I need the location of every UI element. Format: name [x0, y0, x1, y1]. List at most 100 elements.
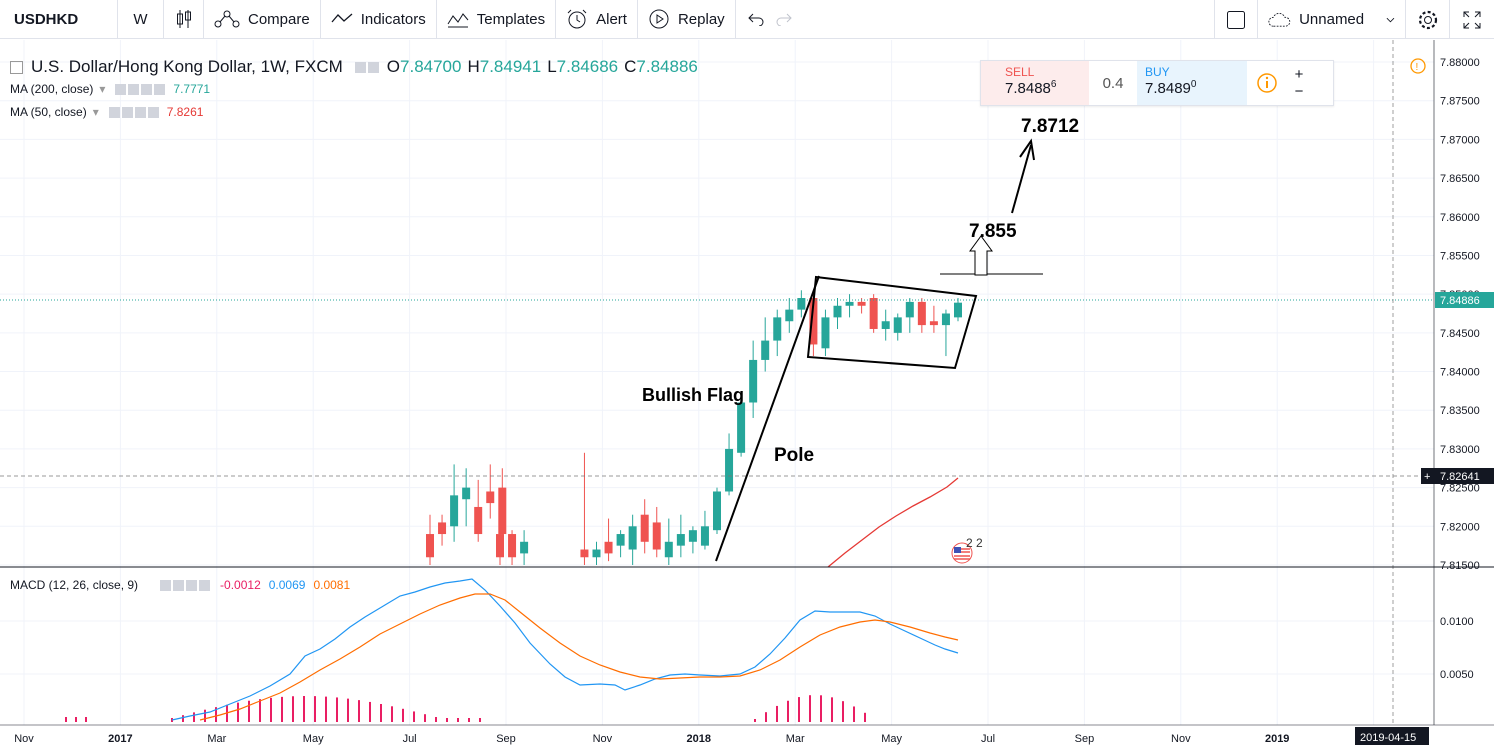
candle-body [462, 487, 471, 500]
candle-body [857, 301, 866, 306]
indicators-button[interactable]: Indicators [321, 0, 437, 39]
candle-body [773, 317, 782, 341]
redo-icon [776, 13, 792, 26]
candle-body [845, 301, 854, 306]
compare-button[interactable]: Compare [204, 0, 321, 39]
candle-body [761, 340, 770, 360]
fullscreen-button[interactable] [1450, 0, 1494, 39]
candle-body [700, 526, 709, 546]
candle-body [450, 495, 459, 527]
candle-body [905, 301, 914, 318]
time-tick-label: Sep [496, 733, 516, 745]
buy-button[interactable]: BUY 7.84890 [1137, 61, 1247, 105]
time-tick-label: Nov [593, 733, 613, 745]
time-tick-label: 2017 [108, 733, 132, 745]
replay-label: Replay [677, 10, 725, 28]
ma50-buttons[interactable] [108, 105, 161, 119]
macd-axis: 0.0100 0.0050 [1440, 616, 1474, 681]
templates-button[interactable]: Templates [437, 0, 557, 39]
templates-label: Templates [476, 10, 546, 28]
target-arrow-line [1011, 144, 1032, 214]
candle-body [652, 522, 661, 550]
time-tick-label: Sep [1075, 733, 1095, 745]
time-tick-label: Jul [981, 733, 995, 745]
candle-body [676, 534, 685, 546]
crosshair-date-tag: 2019-04-15 [1355, 727, 1429, 745]
redo-button[interactable] [770, 0, 802, 39]
target-arrowhead [1019, 138, 1035, 161]
main-pane [0, 40, 1434, 725]
close-value: 7.84886 [636, 57, 698, 76]
price-tick-label: 7.84000 [1440, 367, 1480, 379]
alert-button[interactable]: Alert [556, 0, 638, 39]
macd-line-value: 0.0069 [268, 578, 306, 592]
undo-button[interactable] [736, 0, 770, 39]
macd-pane [65, 578, 959, 722]
crosshair-date: 2019-04-15 [1360, 732, 1416, 744]
price-tick-label: 7.87500 [1440, 96, 1480, 108]
sell-label: SELL [1005, 65, 1035, 79]
candle-body [749, 359, 758, 403]
candle-body [797, 298, 806, 310]
chart-type-button[interactable] [164, 0, 204, 39]
candle-body [833, 305, 842, 318]
macd-buttons[interactable] [160, 578, 212, 592]
macd-tick-label: 0.0100 [1440, 616, 1474, 628]
signal-line [199, 593, 959, 721]
price-tick-label: 7.86500 [1440, 173, 1480, 185]
layout-name: Unnamed [1299, 11, 1365, 28]
interval-button[interactable]: W [118, 0, 164, 39]
series-buttons[interactable] [354, 57, 381, 77]
toolbar-right: Unnamed [1214, 0, 1494, 39]
fullscreen-layout-button[interactable] [1214, 0, 1258, 39]
candle-body [508, 534, 517, 558]
info-icon [1257, 73, 1277, 93]
candle-body [438, 522, 447, 535]
ma50-name: MA (50, close) [10, 105, 87, 119]
candle-body [628, 526, 637, 550]
macd-line [171, 578, 959, 721]
buy-price: 7.8489 [1145, 80, 1191, 97]
candle-body [496, 534, 504, 558]
price-tick-label: 7.86000 [1440, 212, 1480, 224]
candle-body [498, 487, 507, 535]
ma200-value: 7.7771 [173, 82, 211, 96]
info-button[interactable] [1247, 61, 1287, 105]
candle-body [725, 448, 734, 492]
candles-icon [176, 10, 191, 28]
compare-label: Compare [248, 10, 310, 28]
current-price-tag: 7.84886 [1435, 292, 1494, 308]
target2-label: 7.8712 [1021, 116, 1079, 137]
ma50-tag-value: 7.82641 [1440, 471, 1480, 483]
quantity-minus-button[interactable]: − [1294, 83, 1304, 100]
settings-button[interactable] [1406, 0, 1450, 39]
ma200-buttons[interactable] [115, 82, 167, 96]
alarm-clock-icon [567, 9, 587, 29]
cloud-icon [1268, 12, 1291, 27]
open-value: 7.84700 [400, 57, 462, 76]
candle-body [917, 301, 926, 326]
svg-text:!: ! [1416, 62, 1419, 73]
symbol-search[interactable]: USDHKD [0, 0, 118, 39]
sell-button[interactable]: SELL 7.84886 [981, 61, 1089, 105]
series-title: U.S. Dollar/Hong Kong Dollar, 1W, FXCM [31, 57, 343, 76]
price-tick-label: 7.84500 [1440, 328, 1480, 340]
buy-label: BUY [1145, 65, 1170, 79]
quantity-plus-button[interactable]: + [1294, 66, 1304, 83]
ma50-price-tag: + 7.82641 [1421, 468, 1494, 484]
time-tick-label: May [303, 733, 324, 745]
compare-icon [214, 10, 240, 28]
square-icon [1227, 10, 1245, 29]
macd-hist-value: -0.0012 [220, 578, 261, 592]
target1-label: 7.855 [969, 221, 1017, 242]
price-alert-icons: ! [1410, 58, 1426, 74]
pole-line [715, 275, 820, 562]
candle-body [821, 317, 830, 349]
collapse-icon[interactable] [10, 60, 23, 74]
us-flag-event-icon [951, 542, 973, 564]
chart-canvas[interactable]: 7.88000 7.87500 7.87000 7.86500 7.86000 7.855… [0, 40, 1494, 751]
layout-name-button[interactable]: Unnamed [1258, 0, 1406, 39]
replay-button[interactable]: Replay [638, 0, 736, 39]
candle-body [893, 317, 902, 333]
macd-name: MACD (12, 26, close, 9) [10, 578, 139, 592]
